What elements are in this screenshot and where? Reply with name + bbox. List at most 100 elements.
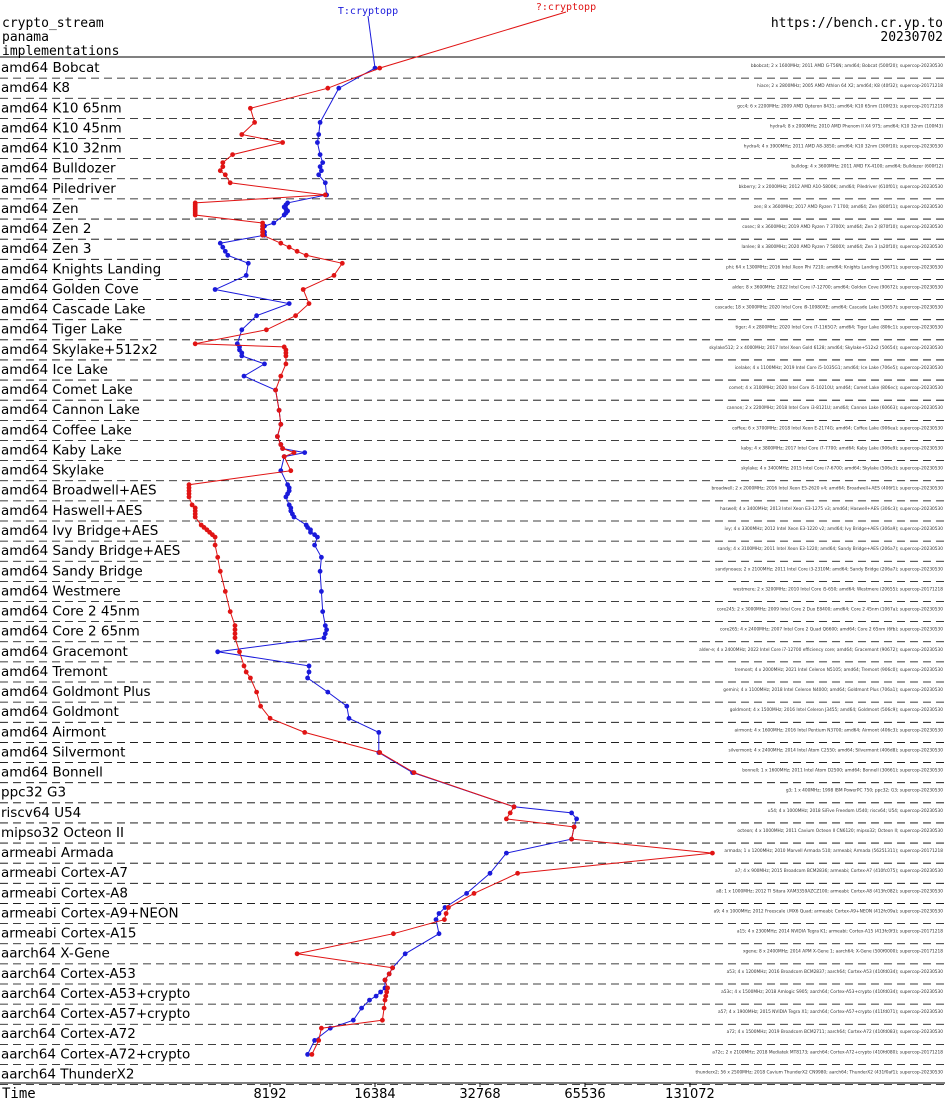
series-label: ?:cryptopp [536,2,596,13]
data-point [320,160,326,166]
row-annotation: alder-e; 4 x 2400MHz; 2022 Intel Core i7… [699,647,943,653]
data-point [252,120,257,125]
data-point [294,248,300,254]
data-point [189,502,195,508]
data-point [344,703,350,709]
data-point [319,589,324,594]
row-label: amd64 Ice Lake [1,362,108,378]
data-point [286,301,292,306]
row-annotation: xgene; 8 x 2400MHz; 2014 APM X-Gene 1; a… [743,949,943,955]
data-point [264,327,269,333]
data-point [293,313,298,319]
data-point [336,85,342,91]
data-point [280,446,285,451]
row-label: amd64 Core 2 45nm [1,604,140,620]
row-label: amd64 Goldmont [1,704,119,720]
data-point [402,951,408,957]
row-label: amd64 Tiger Lake [1,322,122,338]
row-label: amd64 Westmere [1,583,121,599]
row-annotation: phi; 64 x 1300MHz; 2016 Intel Xeon Phi 7… [726,264,943,270]
row-label: aarch64 Cortex-A72 [1,1026,136,1042]
data-point [232,623,238,628]
data-point [192,341,198,347]
row-label: amd64 Piledriver [1,181,116,197]
data-point [504,850,509,856]
data-point [504,816,509,822]
row-label: amd64 K10 45nm [1,120,122,136]
data-point [212,534,218,540]
row-annotation: goldmont; 4 x 1500MHz; 2016 Intel Celero… [730,707,944,713]
data-point [245,260,251,266]
data-point [315,534,320,540]
row-annotation: a72; 4 x 1500MHz; 2019 Broadcom BCM2711;… [727,1029,944,1035]
row-annotation: armada; 1 x 1200MHz; 2010 Marvell Armada… [724,848,943,854]
data-point [322,623,328,628]
row-annotation: bulldog; 4 x 3600MHz; 2011 AMD FX-4100; … [791,164,943,170]
data-point [239,132,245,137]
data-point [225,252,231,258]
data-point [281,454,287,459]
data-point [443,911,449,916]
series-label: T:cryptopp [338,6,398,17]
data-point [433,917,439,922]
data-point [507,810,513,816]
data-point [464,891,469,896]
data-point [220,164,226,170]
row-annotation: skylake; 4 x 3400MHz; 2015 Intel Core i7… [741,466,943,472]
data-point [300,287,306,292]
data-point [302,450,308,455]
data-point [294,951,300,957]
data-point [306,301,312,306]
data-point [471,891,477,896]
header-url: https://bench.cr.yp.to [771,16,943,31]
data-point [276,407,282,413]
row-label: mipso32 Octeon II [1,825,124,841]
row-label: armeabi Cortex-A15 [1,926,137,942]
row-annotation: a15; 4 x 2300MHz; 2014 NVIDIA Tegra K1; … [737,929,943,935]
x-axis-label: Time [2,1086,36,1102]
row-label: amd64 Cannon Lake [1,402,140,418]
data-point [220,160,226,166]
data-point [291,514,297,520]
data-point [241,663,247,669]
x-tick-label: 8192 [253,1087,286,1102]
row-annotation: alder; 8 x 3600MHz; 2022 Intel Core i7-1… [732,284,943,290]
row-label: aarch64 X-Gene [1,946,110,962]
row-annotation: lanlee; 8 x 3800MHz; 2020 AMD Ryzen 7 58… [742,244,944,250]
row-annotation: haswell; 4 x 3400MHz; 2013 Intel Xeon E3… [720,506,943,512]
data-point [511,804,517,810]
row-label: amd64 Bobcat [1,60,100,76]
data-point [308,529,313,535]
row-annotation: broadwell; 2 x 2000MHz; 2016 Intel Xeon … [712,486,944,492]
data-point [321,635,327,641]
row-annotation: g3; 1 x 400MHz; 1998 IBM PowerPC 750; pp… [786,788,943,794]
row-label: amd64 Silvermont [1,744,125,760]
data-point [359,1005,364,1011]
row-label: riscv64 U54 [1,805,81,821]
row-annotation: a9; 4 x 1000MHz; 2012 Freescale i.MX6 Qu… [714,908,944,914]
data-point [317,152,323,158]
data-point [278,442,284,447]
data-point [192,514,198,520]
data-point [283,353,289,359]
data-point [515,870,520,876]
data-point [212,542,218,548]
data-point [378,989,383,995]
row-annotation: ivy; 4 x 3300MHz; 2012 Intel Xeon E3-122… [724,526,943,532]
data-point [227,180,233,186]
data-point [317,164,323,170]
row-label: armeabi Cortex-A7 [1,865,128,881]
row-label: amd64 Sandy Bridge [1,563,143,579]
row-annotation: gemini; 4 x 1100MHz; 2018 Intel Celeron … [723,687,943,693]
row-label: amd64 Zen 2 [1,221,91,237]
data-point [325,85,331,91]
row-label: amd64 Sandy Bridge+AES [1,543,180,559]
series-layer [186,65,715,1057]
header-algorithm: panama [2,30,49,45]
row-annotation: kaby; 4 x 3800MHz; 2017 Intel Core i7-77… [741,445,943,451]
row-label: amd64 Skylake+512x2 [1,342,158,358]
row-label: amd64 Goldmont Plus [1,684,151,700]
data-point [254,689,259,695]
row-label: amd64 Cascade Lake [1,302,146,318]
